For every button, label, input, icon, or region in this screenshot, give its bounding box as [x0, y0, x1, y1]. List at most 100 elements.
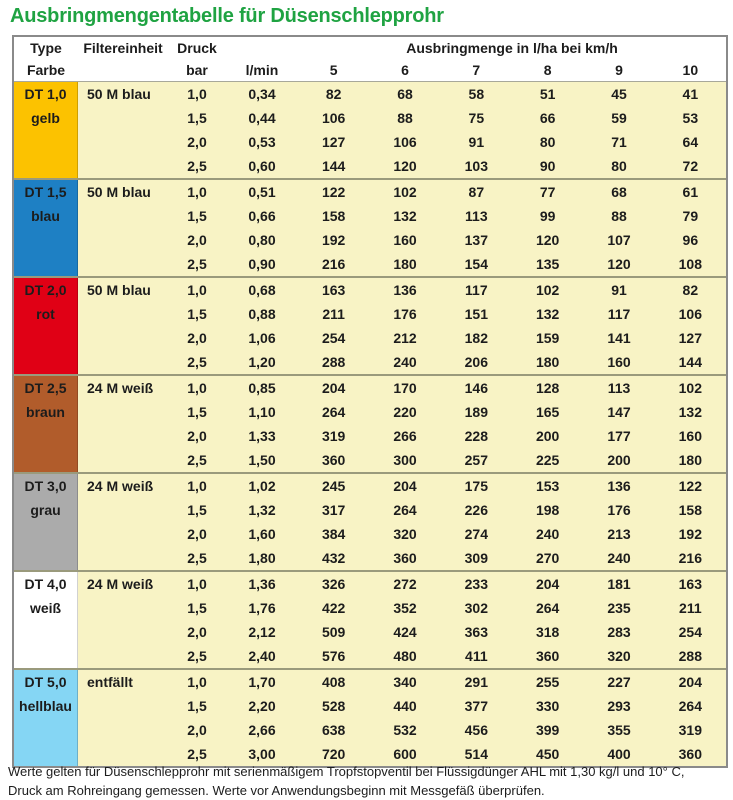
header-bar: bar — [186, 62, 208, 78]
rate-cell: 360 — [321, 452, 346, 468]
pressure-cell: 2,0 — [187, 232, 207, 248]
flow-cell: 1,20 — [248, 354, 276, 370]
flow-cell: 1,80 — [248, 550, 276, 566]
rate-cell: 450 — [535, 746, 560, 762]
rate-cell: 432 — [321, 550, 346, 566]
rate-cell: 254 — [678, 624, 702, 640]
pressure-cell: 1,5 — [187, 502, 207, 518]
rate-cell: 225 — [535, 452, 560, 468]
rate-cell: 82 — [325, 86, 342, 102]
pressure-cell: 2,5 — [187, 158, 207, 174]
flow-cell: 1,32 — [248, 502, 276, 518]
pressure-cell: 1,0 — [187, 86, 207, 102]
rate-cell: 136 — [607, 478, 631, 494]
farbe-label: blau — [31, 208, 60, 224]
type-label: DT 2,5 — [24, 380, 67, 396]
farbe-label: grau — [30, 502, 61, 518]
rate-cell: 424 — [393, 624, 417, 640]
rate-cell: 165 — [535, 404, 560, 420]
farbe-label: weiß — [29, 600, 62, 616]
rate-cell: 302 — [464, 600, 488, 616]
flow-cell: 0,53 — [248, 134, 276, 150]
flow-cell: 1,06 — [248, 330, 276, 346]
rate-cell: 456 — [464, 722, 488, 738]
rate-cell: 151 — [464, 306, 488, 322]
footer-line-1: Werte gelten für Düsenschlepprohr mit se… — [8, 764, 685, 779]
type-label: DT 1,5 — [24, 184, 67, 200]
type-color-cell: DT 3,0 grau — [14, 474, 78, 570]
rate-cell: 88 — [397, 110, 413, 126]
rate-cell: 135 — [535, 256, 560, 272]
header-row-1: Type Filtereinheit Druck Ausbringmenge i… — [14, 37, 726, 59]
table-header: Type Filtereinheit Druck Ausbringmenge i… — [14, 37, 726, 82]
rate-cell: 180 — [393, 256, 417, 272]
rate-cell: 102 — [678, 380, 702, 396]
rate-cell: 132 — [678, 404, 702, 420]
filter-cell: 50 M blau — [87, 86, 151, 102]
application-rate-table: Type Filtereinheit Druck Ausbringmenge i… — [12, 35, 728, 768]
rate-cell: 720 — [321, 746, 346, 762]
rate-cell: 206 — [464, 354, 488, 370]
rate-cell: 136 — [393, 282, 417, 298]
type-label: DT 3,0 — [24, 478, 67, 494]
rate-cell: 154 — [464, 256, 488, 272]
rate-cell: 600 — [393, 746, 417, 762]
rate-cell: 319 — [678, 722, 702, 738]
header-speed-6: 6 — [401, 62, 409, 78]
rate-cell: 91 — [611, 282, 627, 298]
rate-cell: 180 — [678, 452, 702, 468]
nozzle-group: DT 4,0 weiß 24 M weiß 1,0 1,36 326 272 233 204 18… — [14, 570, 726, 668]
pressure-cell: 1,5 — [187, 404, 207, 420]
rate-cell: 576 — [321, 648, 346, 664]
rate-cell: 58 — [468, 86, 485, 102]
pressure-cell: 1,0 — [187, 282, 207, 298]
rate-cell: 68 — [611, 184, 627, 200]
rate-cell: 360 — [393, 550, 417, 566]
flow-cell: 1,50 — [248, 452, 276, 468]
rate-cell: 192 — [678, 526, 702, 542]
rate-cell: 204 — [678, 674, 702, 690]
rate-cell: 102 — [393, 184, 417, 200]
rate-cell: 108 — [678, 256, 702, 272]
rate-cell: 320 — [607, 648, 631, 664]
pressure-cell: 2,5 — [187, 452, 207, 468]
header-speed-8: 8 — [543, 62, 552, 78]
rate-cell: 384 — [321, 526, 346, 542]
rate-cell: 213 — [607, 526, 631, 542]
rate-cell: 200 — [607, 452, 631, 468]
rate-cell: 158 — [321, 208, 346, 224]
flow-cell: 0,88 — [248, 306, 276, 322]
rate-cell: 146 — [464, 380, 488, 396]
filter-cell: 50 M blau — [87, 184, 151, 200]
type-label: DT 2,0 — [24, 282, 67, 298]
pressure-cell: 2,0 — [187, 330, 207, 346]
rate-cell: 132 — [393, 208, 417, 224]
rate-cell: 137 — [464, 232, 488, 248]
rate-cell: 228 — [464, 428, 488, 444]
pressure-cell: 1,0 — [187, 576, 207, 592]
rate-cell: 127 — [321, 134, 346, 150]
flow-cell: 0,51 — [248, 184, 276, 200]
page-title: Ausbringmengentabelle für Düsenschleppro… — [10, 5, 444, 27]
rate-cell: 320 — [393, 526, 417, 542]
rate-cell: 106 — [321, 110, 346, 126]
rate-cell: 147 — [607, 404, 631, 420]
farbe-label: hellblau — [19, 698, 72, 714]
rate-cell: 103 — [464, 158, 488, 174]
rate-cell: 216 — [678, 550, 702, 566]
rate-cell: 175 — [464, 478, 488, 494]
rate-cell: 400 — [607, 746, 631, 762]
rate-cell: 300 — [393, 452, 417, 468]
rate-cell: 264 — [678, 698, 702, 714]
header-lmin: l/min — [245, 62, 279, 78]
header-speed-9: 9 — [615, 62, 623, 78]
pressure-cell: 1,0 — [187, 478, 207, 494]
rate-cell: 377 — [464, 698, 488, 714]
rate-cell: 158 — [678, 502, 702, 518]
rate-cell: 64 — [682, 134, 699, 150]
rate-cell: 113 — [607, 380, 631, 396]
header-filter: Filtereinheit — [83, 40, 163, 56]
rate-cell: 638 — [321, 722, 346, 738]
rate-cell: 422 — [321, 600, 346, 616]
header-row-2: Farbe bar l/min 5 6 7 8 9 10 — [14, 59, 726, 82]
